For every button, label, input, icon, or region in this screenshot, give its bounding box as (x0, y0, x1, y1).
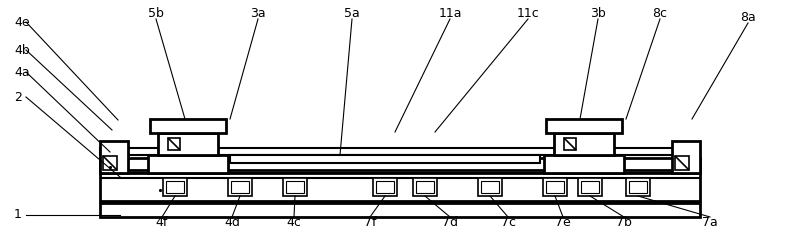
Bar (578, 178, 602, 196)
Text: 4b: 4b (14, 43, 30, 56)
Bar (672, 141, 700, 173)
Bar (629, 181, 647, 193)
Bar (546, 181, 564, 193)
Bar (376, 181, 394, 193)
Bar (100, 148, 700, 155)
Text: 7d: 7d (442, 216, 458, 230)
Text: 3b: 3b (590, 7, 606, 20)
Bar (554, 133, 614, 155)
Text: 3a: 3a (250, 7, 266, 20)
Text: 2: 2 (14, 90, 22, 103)
Bar (100, 203, 700, 217)
Bar (286, 181, 304, 193)
Bar (544, 155, 624, 173)
Bar (543, 178, 567, 196)
Bar (228, 178, 252, 196)
Text: 1: 1 (14, 208, 22, 222)
Text: 7c: 7c (501, 216, 515, 230)
Bar (158, 133, 218, 155)
Bar (675, 156, 689, 170)
Text: 5b: 5b (148, 7, 164, 20)
Text: 11a: 11a (438, 7, 462, 20)
Bar (581, 181, 599, 193)
Text: 4d: 4d (224, 216, 240, 230)
Bar (230, 155, 540, 163)
Bar (103, 156, 117, 170)
Text: 7a: 7a (702, 216, 718, 230)
Text: 8a: 8a (740, 11, 756, 24)
Bar (100, 158, 700, 170)
Bar (564, 138, 576, 150)
Bar (416, 181, 434, 193)
Text: 4f: 4f (156, 216, 168, 230)
Text: 4e: 4e (14, 16, 30, 28)
Text: 4a: 4a (14, 66, 30, 78)
Bar (148, 155, 228, 173)
Text: 4c: 4c (286, 216, 302, 230)
Bar (626, 178, 650, 196)
Text: 7e: 7e (555, 216, 571, 230)
Text: 8c: 8c (653, 7, 667, 20)
Bar (231, 181, 249, 193)
Bar (481, 181, 499, 193)
Bar (168, 138, 180, 150)
Bar (478, 178, 502, 196)
Bar (166, 181, 184, 193)
Bar (100, 141, 128, 173)
Text: 7b: 7b (616, 216, 632, 230)
Bar (163, 178, 187, 196)
Bar (150, 119, 226, 133)
Bar (546, 119, 622, 133)
Bar (373, 178, 397, 196)
Text: 5a: 5a (344, 7, 360, 20)
Bar (413, 178, 437, 196)
Bar (100, 173, 700, 201)
Text: 7f: 7f (364, 216, 376, 230)
Bar (283, 178, 307, 196)
Text: 11c: 11c (517, 7, 539, 20)
